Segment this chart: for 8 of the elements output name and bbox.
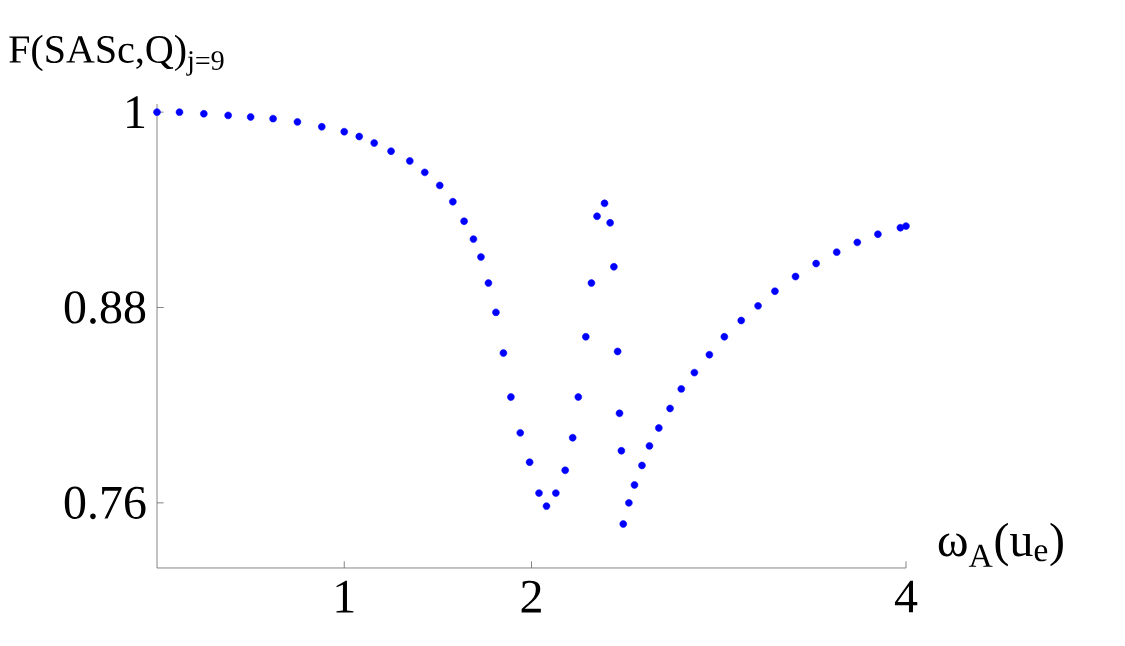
y-axis-title: F(SASc,Q)$_{j=9}$ [9, 34, 224, 76]
y-tick-label: 1 [127, 96, 145, 128]
x-tick-label: 4 [894, 580, 918, 613]
x-axis-title: ω$_{A}$(u$_{e}$) [938, 522, 1063, 567]
x-tick-label: 1 [336, 580, 354, 613]
y-tick-label: 0.76 [64, 486, 146, 520]
x-tick-label: 2 [521, 580, 541, 613]
y-tick-label: 0.88 [64, 291, 146, 324]
